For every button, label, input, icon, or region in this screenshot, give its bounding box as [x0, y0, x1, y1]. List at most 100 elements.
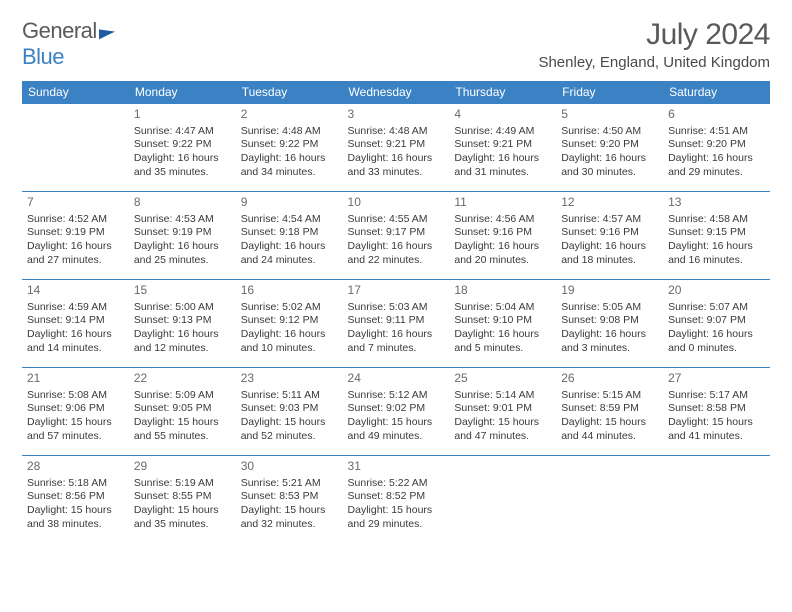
calendar-cell: 10Sunrise: 4:55 AMSunset: 9:17 PMDayligh…	[343, 192, 450, 280]
calendar-cell: 31Sunrise: 5:22 AMSunset: 8:52 PMDayligh…	[343, 456, 450, 544]
logo-part1: General	[22, 18, 97, 43]
sunrise-line: Sunrise: 4:55 AM	[348, 213, 445, 227]
calendar-cell: 17Sunrise: 5:03 AMSunset: 9:11 PMDayligh…	[343, 280, 450, 368]
daylight-line: Daylight: 16 hours and 3 minutes.	[561, 328, 658, 355]
sunset-line: Sunset: 9:15 PM	[668, 226, 765, 240]
day-number: 23	[241, 371, 338, 387]
sunset-line: Sunset: 9:11 PM	[348, 314, 445, 328]
logo-arrow-icon	[99, 27, 115, 40]
sunset-line: Sunset: 8:55 PM	[134, 490, 231, 504]
calendar-cell	[22, 104, 129, 192]
calendar-cell: 13Sunrise: 4:58 AMSunset: 9:15 PMDayligh…	[663, 192, 770, 280]
sunset-line: Sunset: 9:10 PM	[454, 314, 551, 328]
daylight-line: Daylight: 15 hours and 57 minutes.	[27, 416, 124, 443]
sunset-line: Sunset: 9:20 PM	[668, 138, 765, 152]
sunrise-line: Sunrise: 5:17 AM	[668, 389, 765, 403]
calendar-cell: 4Sunrise: 4:49 AMSunset: 9:21 PMDaylight…	[449, 104, 556, 192]
sunset-line: Sunset: 9:21 PM	[348, 138, 445, 152]
daylight-line: Daylight: 15 hours and 55 minutes.	[134, 416, 231, 443]
location: Shenley, England, United Kingdom	[538, 54, 770, 71]
calendar-cell: 18Sunrise: 5:04 AMSunset: 9:10 PMDayligh…	[449, 280, 556, 368]
sunset-line: Sunset: 9:20 PM	[561, 138, 658, 152]
sunrise-line: Sunrise: 5:21 AM	[241, 477, 338, 491]
daylight-line: Daylight: 15 hours and 38 minutes.	[27, 504, 124, 531]
sunset-line: Sunset: 9:01 PM	[454, 402, 551, 416]
day-number: 4	[454, 107, 551, 123]
sunrise-line: Sunrise: 5:04 AM	[454, 301, 551, 315]
sunrise-line: Sunrise: 5:22 AM	[348, 477, 445, 491]
sunset-line: Sunset: 9:22 PM	[241, 138, 338, 152]
sunrise-line: Sunrise: 5:09 AM	[134, 389, 231, 403]
daylight-line: Daylight: 15 hours and 35 minutes.	[134, 504, 231, 531]
day-number: 5	[561, 107, 658, 123]
sunrise-line: Sunrise: 4:53 AM	[134, 213, 231, 227]
day-number: 31	[348, 459, 445, 475]
sunset-line: Sunset: 9:21 PM	[454, 138, 551, 152]
day-number: 6	[668, 107, 765, 123]
sunrise-line: Sunrise: 5:00 AM	[134, 301, 231, 315]
day-number: 28	[27, 459, 124, 475]
header: General Blue July 2024 Shenley, England,…	[22, 18, 770, 71]
daylight-line: Daylight: 15 hours and 49 minutes.	[348, 416, 445, 443]
logo-part2: Blue	[22, 44, 64, 69]
calendar-cell: 16Sunrise: 5:02 AMSunset: 9:12 PMDayligh…	[236, 280, 343, 368]
sunrise-line: Sunrise: 5:02 AM	[241, 301, 338, 315]
sunset-line: Sunset: 9:16 PM	[454, 226, 551, 240]
sunrise-line: Sunrise: 4:58 AM	[668, 213, 765, 227]
month-title: July 2024	[538, 18, 770, 52]
day-number: 13	[668, 195, 765, 211]
calendar-cell: 26Sunrise: 5:15 AMSunset: 8:59 PMDayligh…	[556, 368, 663, 456]
day-number: 2	[241, 107, 338, 123]
calendar-row: 1Sunrise: 4:47 AMSunset: 9:22 PMDaylight…	[22, 104, 770, 192]
sunrise-line: Sunrise: 5:19 AM	[134, 477, 231, 491]
daylight-line: Daylight: 16 hours and 24 minutes.	[241, 240, 338, 267]
daylight-line: Daylight: 16 hours and 33 minutes.	[348, 152, 445, 179]
daylight-line: Daylight: 16 hours and 27 minutes.	[27, 240, 124, 267]
daylight-line: Daylight: 16 hours and 34 minutes.	[241, 152, 338, 179]
calendar-row: 7Sunrise: 4:52 AMSunset: 9:19 PMDaylight…	[22, 192, 770, 280]
calendar-cell: 7Sunrise: 4:52 AMSunset: 9:19 PMDaylight…	[22, 192, 129, 280]
day-header: Sunday	[22, 81, 129, 104]
sunrise-line: Sunrise: 4:59 AM	[27, 301, 124, 315]
calendar-cell: 29Sunrise: 5:19 AMSunset: 8:55 PMDayligh…	[129, 456, 236, 544]
day-number: 15	[134, 283, 231, 299]
sunset-line: Sunset: 8:56 PM	[27, 490, 124, 504]
day-number: 7	[27, 195, 124, 211]
calendar-cell: 23Sunrise: 5:11 AMSunset: 9:03 PMDayligh…	[236, 368, 343, 456]
calendar-cell: 15Sunrise: 5:00 AMSunset: 9:13 PMDayligh…	[129, 280, 236, 368]
sunset-line: Sunset: 9:17 PM	[348, 226, 445, 240]
sunset-line: Sunset: 9:06 PM	[27, 402, 124, 416]
sunset-line: Sunset: 9:18 PM	[241, 226, 338, 240]
calendar-cell: 24Sunrise: 5:12 AMSunset: 9:02 PMDayligh…	[343, 368, 450, 456]
calendar-cell: 27Sunrise: 5:17 AMSunset: 8:58 PMDayligh…	[663, 368, 770, 456]
logo-text: General Blue	[22, 18, 115, 70]
sunrise-line: Sunrise: 5:12 AM	[348, 389, 445, 403]
day-number: 26	[561, 371, 658, 387]
logo: General Blue	[22, 18, 115, 70]
sunset-line: Sunset: 9:03 PM	[241, 402, 338, 416]
calendar-cell: 19Sunrise: 5:05 AMSunset: 9:08 PMDayligh…	[556, 280, 663, 368]
title-block: July 2024 Shenley, England, United Kingd…	[538, 18, 770, 71]
daylight-line: Daylight: 16 hours and 14 minutes.	[27, 328, 124, 355]
day-number: 18	[454, 283, 551, 299]
sunrise-line: Sunrise: 5:11 AM	[241, 389, 338, 403]
daylight-line: Daylight: 15 hours and 29 minutes.	[348, 504, 445, 531]
day-header: Monday	[129, 81, 236, 104]
sunset-line: Sunset: 8:58 PM	[668, 402, 765, 416]
sunrise-line: Sunrise: 5:03 AM	[348, 301, 445, 315]
day-header: Saturday	[663, 81, 770, 104]
sunrise-line: Sunrise: 4:48 AM	[241, 125, 338, 139]
daylight-line: Daylight: 15 hours and 47 minutes.	[454, 416, 551, 443]
daylight-line: Daylight: 16 hours and 30 minutes.	[561, 152, 658, 179]
sunset-line: Sunset: 9:07 PM	[668, 314, 765, 328]
day-number: 24	[348, 371, 445, 387]
calendar-cell: 21Sunrise: 5:08 AMSunset: 9:06 PMDayligh…	[22, 368, 129, 456]
day-number: 1	[134, 107, 231, 123]
daylight-line: Daylight: 15 hours and 44 minutes.	[561, 416, 658, 443]
calendar-row: 28Sunrise: 5:18 AMSunset: 8:56 PMDayligh…	[22, 456, 770, 544]
sunrise-line: Sunrise: 5:15 AM	[561, 389, 658, 403]
calendar-cell: 14Sunrise: 4:59 AMSunset: 9:14 PMDayligh…	[22, 280, 129, 368]
day-number: 3	[348, 107, 445, 123]
day-number: 10	[348, 195, 445, 211]
sunrise-line: Sunrise: 5:18 AM	[27, 477, 124, 491]
